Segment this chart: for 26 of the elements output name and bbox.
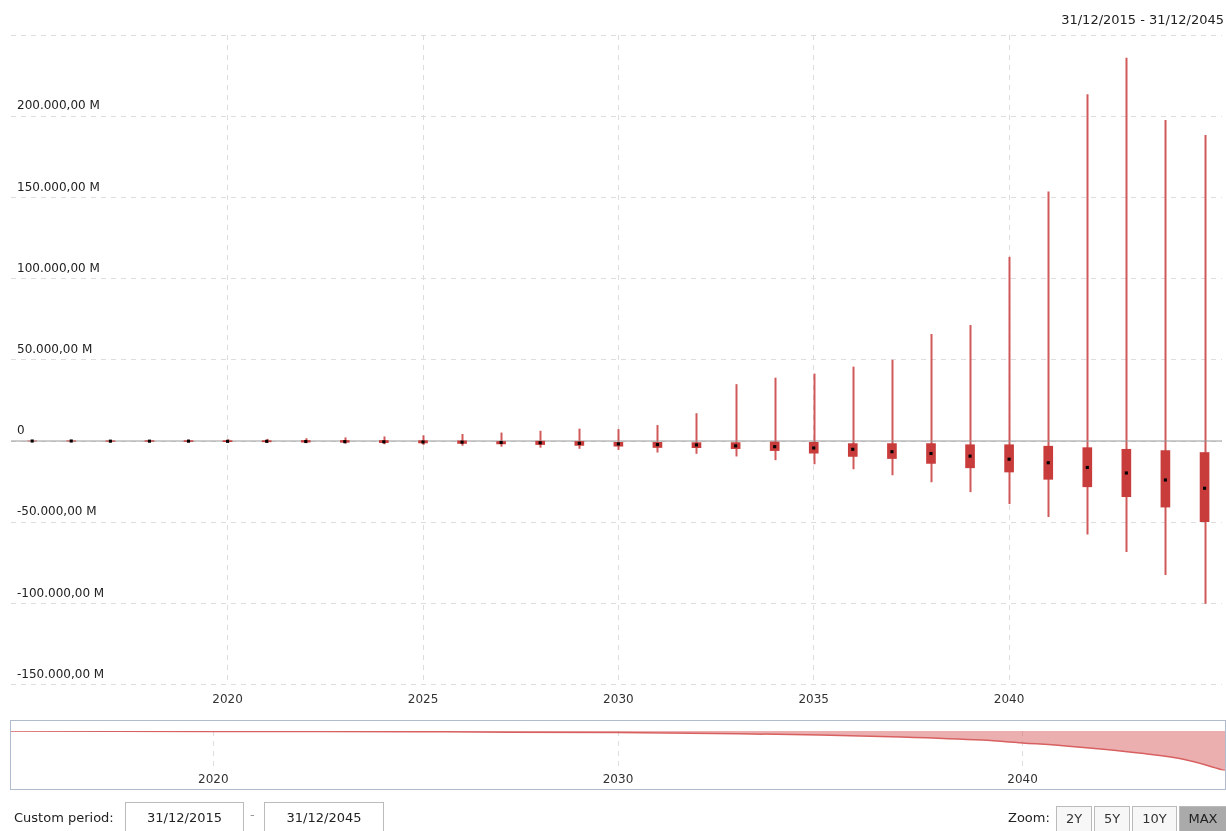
date-field: 31/12/2045 <box>264 802 384 831</box>
x-tick-label: 2040 <box>993 691 1025 706</box>
y-tick-label: -50.000,00 M <box>17 504 97 519</box>
x-tick-label: 2035 <box>798 691 830 706</box>
y-tick-label: 200.000,00 M <box>17 98 100 113</box>
zoom-button: 2Y <box>1056 806 1092 831</box>
text: - <box>250 807 255 822</box>
y-tick-label: 100.000,00 M <box>17 260 100 275</box>
zoom-button: 5Y <box>1094 806 1130 831</box>
x-tick-label: 2040 <box>1007 771 1038 786</box>
x-tick-label: 2020 <box>212 691 243 706</box>
y-tick-label: 150.000,00 M <box>17 179 100 194</box>
date-field: 31/12/2015 <box>125 802 244 831</box>
text: Custom period: <box>14 810 114 825</box>
x-tick-label: 2030 <box>603 691 634 706</box>
y-tick-label: -100.000,00 M <box>17 585 105 600</box>
text: Zoom: <box>1008 810 1050 825</box>
x-tick-label: 2025 <box>407 691 439 706</box>
zoom-button: MAX <box>1179 806 1226 831</box>
zoom-button: 10Y <box>1132 806 1177 831</box>
y-tick-label: -150.000,00 M <box>17 666 105 681</box>
x-tick-label: 2030 <box>602 771 634 786</box>
y-tick-label: 50.000,00 M <box>17 341 93 356</box>
x-tick-label: 2020 <box>198 771 229 786</box>
y-tick-label: 0 <box>17 423 25 438</box>
text: 31/12/2015 - 31/12/2045 <box>1061 12 1224 27</box>
